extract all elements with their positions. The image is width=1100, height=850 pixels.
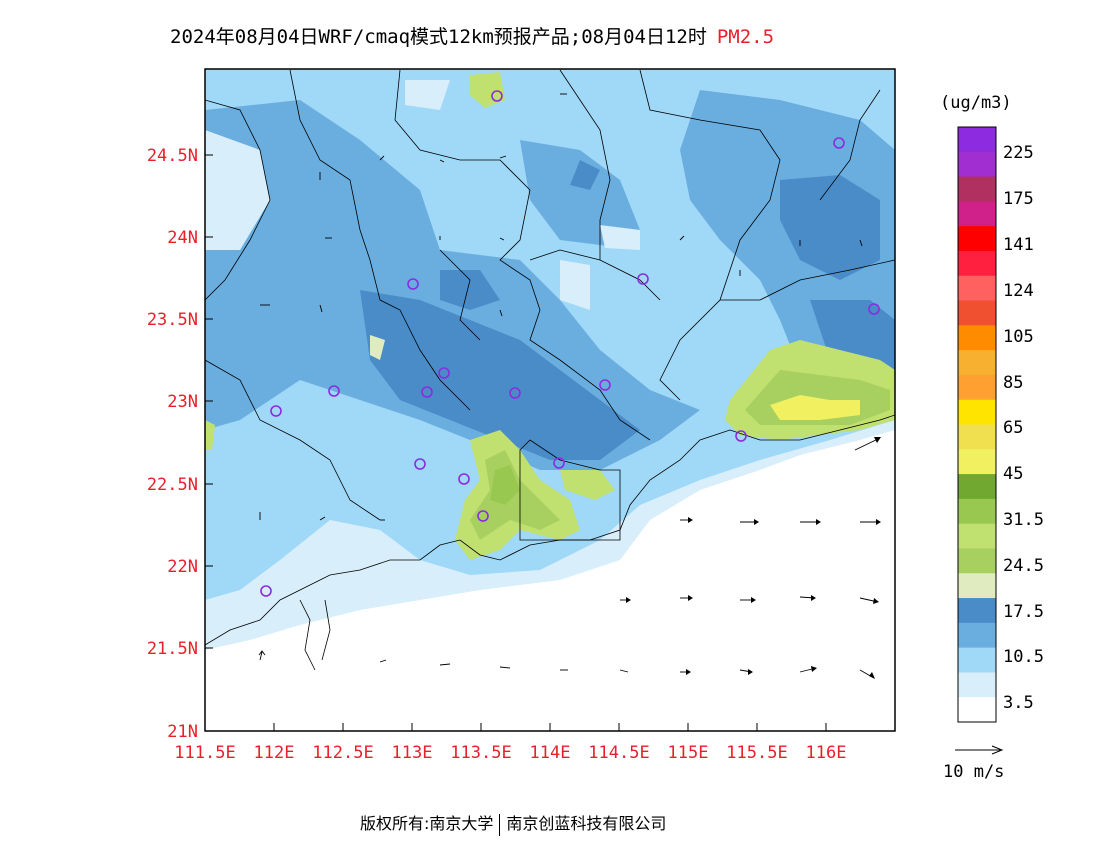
partner-text: 南京创蓝科技有限公司	[506, 814, 667, 833]
legend-label: 3.5	[1003, 693, 1034, 713]
legend-swatch	[958, 498, 996, 525]
legend-swatch	[958, 598, 996, 624]
legend-label: 124	[1003, 281, 1034, 301]
legend-label: 24.5	[1003, 556, 1044, 576]
wind-vectors	[258, 93, 881, 679]
x-tick-label: 112E	[254, 743, 295, 763]
x-tick-label: 111.5E	[174, 743, 235, 763]
legend-swatch	[958, 201, 996, 227]
footer-credits: 版权所有:南京大学 南京创蓝科技有限公司	[360, 810, 666, 836]
legend-swatch	[958, 325, 996, 351]
y-tick-label: 24N	[167, 228, 198, 248]
x-tick-label: 114.5E	[588, 743, 649, 763]
y-tick-label: 23N	[167, 392, 198, 412]
legend-label: 225	[1003, 143, 1034, 163]
wind-scale-label: 10 m/s	[943, 762, 1004, 782]
pm25-field	[205, 69, 895, 731]
legend-swatch	[958, 647, 996, 673]
legend-swatch	[958, 424, 996, 450]
legend-swatch	[958, 275, 996, 302]
legend-label: 85	[1003, 373, 1023, 393]
x-tick-label: 114E	[530, 743, 571, 763]
legend-unit: (ug/m3)	[940, 93, 1012, 113]
y-tick-label: 22.5N	[147, 475, 198, 495]
axis-tick-marks	[205, 154, 827, 731]
wind-scale-arrow	[955, 745, 1004, 755]
legend-swatch	[958, 300, 996, 326]
legend-swatch	[958, 399, 996, 425]
admin-boundaries	[205, 69, 895, 671]
legend-colorbar	[957, 126, 997, 723]
x-axis-labels: 111.5E 112E 112.5E 113E 113.5E 114E 114.…	[174, 743, 846, 763]
legend-label: 141	[1003, 235, 1034, 255]
legend-swatch	[958, 151, 996, 178]
legend-swatch	[958, 622, 996, 649]
legend-swatch	[958, 176, 996, 202]
y-axis-labels: 24.5N 24N 23.5N 23N 22.5N 22N 21.5N 21N	[147, 146, 198, 742]
legend-label: 10.5	[1003, 647, 1044, 667]
x-tick-label: 113.5E	[450, 743, 511, 763]
y-tick-label: 24.5N	[147, 146, 198, 166]
y-tick-label: 22N	[167, 557, 198, 577]
copyright-text: 版权所有:南京大学	[360, 814, 494, 833]
x-tick-label: 112.5E	[312, 743, 373, 763]
legend-swatch	[958, 474, 996, 500]
legend-swatch	[958, 350, 996, 376]
legend-frame	[957, 126, 997, 723]
legend-swatch	[958, 226, 996, 252]
map-title: 2024年08月04日WRF/cmaq模式12km预报产品;08月04日12时 P…	[170, 22, 774, 49]
y-tick-label: 23.5N	[147, 310, 198, 330]
legend-labels: 225 175 141 124 105 85 65 45 31.5 24.5 1…	[1003, 143, 1044, 713]
legend-swatch	[958, 250, 996, 277]
wind-arrowheads	[626, 437, 881, 679]
legend-swatch	[958, 548, 996, 574]
title-main: 2024年08月04日WRF/cmaq模式12km预报产品;08月04日12时	[170, 26, 707, 48]
legend-swatch	[958, 127, 996, 153]
x-tick-label: 116E	[806, 743, 847, 763]
legend-label: 105	[1003, 327, 1034, 347]
legend-swatch	[958, 523, 996, 549]
legend-swatch	[958, 672, 996, 698]
station-markers	[260, 90, 880, 597]
title-pollutant: PM2.5	[716, 26, 775, 48]
footer-divider	[499, 813, 501, 836]
y-tick-label: 21.5N	[147, 639, 198, 659]
legend-label: 45	[1003, 464, 1023, 484]
x-tick-label: 115E	[668, 743, 709, 763]
legend-label: 175	[1003, 189, 1034, 209]
x-tick-label: 115.5E	[726, 743, 787, 763]
y-tick-label: 21N	[167, 722, 198, 742]
legend-label: 65	[1003, 418, 1023, 438]
legend-swatch	[958, 374, 996, 401]
legend-swatch	[958, 573, 996, 599]
legend-swatch	[958, 697, 996, 723]
x-tick-label: 113E	[392, 743, 433, 763]
legend-swatch	[958, 449, 996, 475]
legend-label: 17.5	[1003, 602, 1044, 622]
legend-label: 31.5	[1003, 510, 1044, 530]
